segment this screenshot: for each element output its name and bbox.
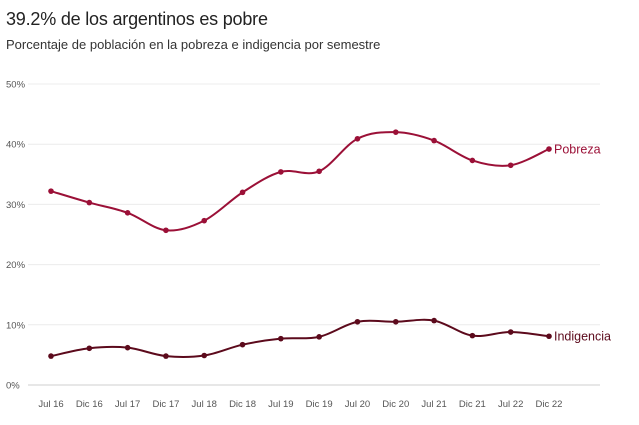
series-label: Pobreza — [554, 143, 601, 157]
x-tick-label: Jul 22 — [498, 399, 523, 410]
grid — [28, 83, 600, 386]
data-point — [201, 352, 208, 359]
data-point — [546, 146, 552, 152]
y-tick-label: 40% — [6, 140, 26, 151]
data-point — [86, 199, 93, 206]
data-point — [507, 329, 514, 335]
data-point — [469, 332, 476, 339]
x-tick-label: Dic 18 — [229, 399, 256, 410]
data-point — [392, 318, 399, 325]
y-tick-label: 0% — [6, 381, 20, 392]
x-tick-label: Jul 17 — [115, 399, 140, 410]
x-tick-label: Dic 19 — [306, 399, 333, 410]
data-point — [278, 169, 284, 175]
x-tick-label: Dic 22 — [536, 399, 563, 410]
data-point — [316, 334, 322, 340]
x-axis: Jul 16 Dic 16 Jul 17 Dic 17 Jul 18 Dic 18 Jul … — [38, 399, 562, 410]
data-point — [86, 345, 93, 352]
data-point — [392, 129, 399, 135]
data-point — [48, 353, 54, 359]
y-axis: 0% 10% 20% 30% 40% 50% — [6, 80, 26, 392]
data-point — [546, 333, 552, 340]
series-indigencia: Indigencia — [48, 317, 611, 359]
data-point — [239, 341, 246, 348]
chart-subtitle: Porcentaje de población en la pobreza e … — [6, 37, 381, 52]
series-label: Indigencia — [554, 330, 611, 344]
x-tick-label: Jul 20 — [345, 399, 370, 410]
series-line — [50, 131, 550, 232]
data-point — [278, 335, 284, 342]
data-point — [163, 227, 169, 234]
x-tick-label: Jul 16 — [38, 399, 63, 410]
x-tick-label: Dic 16 — [76, 399, 103, 410]
series-pobreza: Pobreza — [48, 129, 601, 234]
x-tick-label: Dic 17 — [152, 399, 179, 410]
y-tick-label: 10% — [6, 320, 26, 331]
data-point — [201, 217, 208, 224]
x-tick-label: Jul 21 — [421, 399, 446, 410]
data-point — [431, 317, 437, 324]
series-group: Pobreza Indigencia — [48, 129, 611, 359]
data-point — [48, 188, 54, 194]
data-point — [124, 344, 131, 351]
x-tick-label: Jul 18 — [192, 399, 217, 410]
data-point — [316, 168, 322, 175]
data-point — [163, 353, 169, 359]
chart-title: 39.2% de los argentinos es pobre — [6, 9, 268, 29]
series-line — [50, 318, 550, 359]
x-tick-label: Jul 19 — [268, 399, 293, 410]
data-point — [507, 162, 514, 169]
y-tick-label: 30% — [6, 200, 26, 211]
data-point — [239, 189, 246, 196]
y-tick-label: 20% — [6, 260, 26, 271]
data-point — [469, 157, 476, 164]
data-point — [124, 210, 131, 216]
x-tick-label: Dic 21 — [459, 399, 486, 410]
data-point — [354, 318, 361, 325]
data-point — [354, 135, 361, 142]
x-tick-label: Dic 20 — [382, 399, 409, 410]
data-point — [431, 137, 437, 144]
y-tick-label: 50% — [6, 80, 26, 91]
